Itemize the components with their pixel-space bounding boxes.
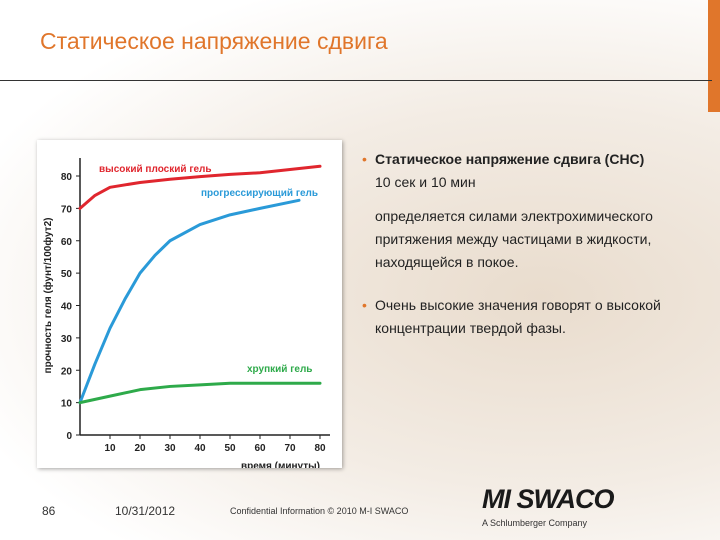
logo-sub: A Schlumberger Company [482, 518, 588, 528]
page-number: 86 [42, 504, 56, 518]
x-tick-label: 60 [254, 443, 266, 454]
bullet-line: определяется силами электрохимического [375, 208, 653, 224]
x-tick-label: 70 [284, 443, 296, 454]
accent-bar [708, 0, 720, 112]
date: 10/31/2012 [115, 504, 176, 518]
bullet-line: Статическое напряжение сдвига (СНС) [375, 151, 645, 167]
chart-frame: 0 10 20 30 40 50 60 70 80 10 20 30 40 50 60 70 80 время (… [37, 140, 342, 472]
bullet: Статическое напряжение сдвига (СНС) 10 с… [362, 148, 661, 274]
title-rule [0, 80, 712, 81]
bullet-line: концентрации твердой фазы. [375, 320, 566, 336]
series-label: высокий плоский гель [99, 164, 212, 175]
x-tick-label: 80 [314, 443, 326, 454]
y-tick-label: 50 [61, 269, 73, 280]
y-tick-label: 30 [61, 334, 73, 345]
logo: MI SWACO [482, 484, 614, 514]
y-axis-label: прочность геля (фунт/100фут2) [42, 218, 54, 374]
y-tick-label: 40 [61, 302, 73, 313]
series-line [78, 198, 301, 405]
series-label: прогрессирующий гель [201, 188, 318, 199]
y-tick-label: 20 [61, 366, 73, 377]
y-tick-label: 10 [61, 399, 73, 410]
bullet-line: находящейся в покое. [375, 254, 519, 270]
x-tick-label: 30 [164, 443, 176, 454]
bullet-line: притяжения между частицами в жидкости, [375, 231, 652, 247]
bullets: Статическое напряжение сдвига (СНС) 10 с… [362, 148, 661, 340]
slide-title: Статическое напряжение сдвига [40, 28, 388, 54]
series-label: хрупкий гель [247, 364, 312, 375]
y-tick-label: 0 [66, 431, 72, 442]
chart: 0 10 20 30 40 50 60 70 80 10 20 30 40 50 60 70 80 время (… [42, 158, 330, 472]
y-tick-label: 60 [61, 237, 73, 248]
y-tick-label: 70 [61, 204, 73, 215]
series-line [78, 164, 322, 210]
bullet: Очень высокие значения говорят о высокой… [362, 294, 661, 340]
x-tick-label: 50 [224, 443, 236, 454]
x-tick-label: 40 [194, 443, 206, 454]
confidential: Confidential Information © 2010 M-I SWAC… [230, 506, 409, 516]
y-tick-label: 80 [61, 172, 73, 183]
x-tick-label: 20 [134, 443, 146, 454]
bullet-line: 10 сек и 10 мин [375, 174, 476, 190]
series-line [78, 381, 322, 405]
bullet-line: Очень высокие значения говорят о высокой [375, 297, 661, 313]
x-tick-label: 10 [104, 443, 116, 454]
x-axis-label: время (минуты) [241, 461, 320, 468]
